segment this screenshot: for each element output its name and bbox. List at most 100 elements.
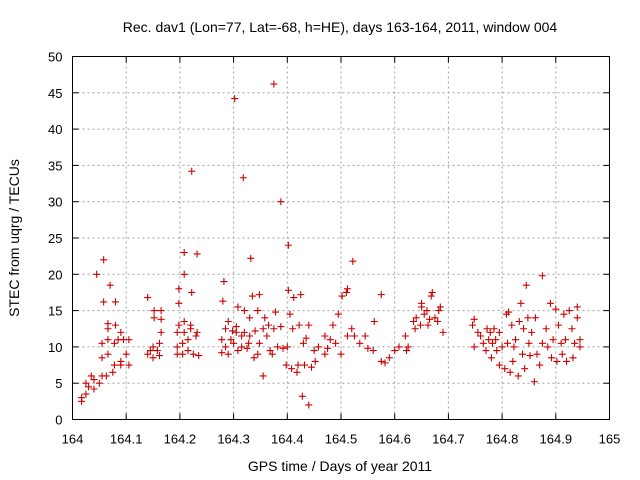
data-point [495, 361, 503, 369]
data-point [299, 339, 307, 347]
data-point [144, 294, 152, 302]
data-point [416, 321, 424, 329]
data-point [227, 336, 235, 344]
data-point [391, 347, 399, 355]
data-point [179, 339, 187, 347]
data-point [526, 352, 534, 360]
data-point [231, 95, 239, 103]
data-point [218, 349, 226, 357]
y-tick-label: 20 [48, 267, 62, 282]
data-point [175, 285, 183, 293]
data-point [224, 350, 232, 358]
data-point [310, 347, 318, 355]
data-point [95, 379, 103, 387]
data-point [302, 334, 310, 342]
x-tick-label: 164 [62, 432, 84, 447]
data-point [229, 327, 237, 335]
data-point [321, 350, 329, 358]
data-point [175, 299, 183, 307]
data-point [149, 343, 157, 351]
data-point [157, 328, 165, 336]
data-point [189, 350, 197, 358]
data-point [188, 167, 196, 175]
data-point [247, 254, 255, 262]
data-point [155, 352, 163, 360]
data-point [173, 328, 181, 336]
data-point [420, 310, 428, 318]
data-point [125, 336, 133, 344]
data-point [104, 350, 112, 358]
data-point [104, 320, 112, 328]
data-point [411, 325, 419, 333]
data-point [377, 291, 385, 299]
data-point [288, 365, 296, 373]
data-point [149, 354, 157, 362]
data-point [157, 307, 165, 315]
data-point [576, 336, 584, 344]
y-tick-label: 35 [48, 158, 62, 173]
data-point [427, 292, 435, 300]
x-tick-label: 165 [599, 432, 621, 447]
data-point [560, 310, 568, 318]
data-point [533, 350, 541, 358]
data-point [290, 294, 298, 302]
data-point [271, 308, 279, 316]
data-point [125, 361, 133, 369]
data-point [435, 307, 443, 315]
data-point [519, 350, 527, 358]
data-point [157, 315, 165, 323]
data-point [277, 323, 285, 331]
data-point [364, 344, 372, 352]
data-point [401, 332, 409, 340]
x-tick-label: 164.4 [271, 432, 304, 447]
data-point [426, 315, 434, 323]
data-point [428, 288, 436, 296]
data-point [180, 317, 188, 325]
axis-ticks [72, 56, 610, 420]
data-point [314, 343, 322, 351]
x-tick-label: 164.3 [217, 432, 250, 447]
data-point [248, 292, 256, 300]
data-point [474, 328, 482, 336]
data-point [122, 350, 130, 358]
x-axis-label: GPS time / Days of year 2011 [248, 458, 432, 474]
y-tick-label: 5 [55, 376, 62, 391]
data-point [240, 307, 248, 315]
data-point [255, 291, 263, 299]
data-point [514, 372, 522, 380]
data-point [404, 343, 412, 351]
data-point [106, 281, 114, 289]
data-point [509, 357, 517, 365]
data-point [146, 347, 154, 355]
data-point [332, 339, 340, 347]
data-point [90, 376, 98, 384]
data-point [254, 307, 262, 315]
data-point [193, 328, 201, 336]
data-point [150, 314, 158, 322]
data-point [270, 325, 278, 333]
data-point [111, 298, 119, 306]
data-point [409, 317, 417, 325]
data-point [82, 379, 90, 387]
x-tick-label: 164.8 [486, 432, 519, 447]
data-point [98, 339, 106, 347]
data-point [297, 291, 305, 299]
y-tick-labels: 0 5 10 15 20 25 30 35 40 45 50 [48, 50, 62, 428]
data-point [246, 314, 254, 322]
data-point [188, 288, 196, 296]
data-point [193, 250, 201, 258]
data-point [488, 339, 496, 347]
data-point [321, 332, 329, 340]
data-point [434, 317, 442, 325]
data-point [385, 354, 393, 362]
data-point [238, 343, 246, 351]
data-point [356, 339, 364, 347]
data-point [576, 343, 584, 351]
data-point [305, 401, 313, 409]
data-point [283, 343, 291, 351]
data-point [111, 321, 119, 329]
y-axis-label: STEC from uqrg / TECUs [6, 159, 22, 317]
y-tick-label: 10 [48, 340, 62, 355]
data-point [295, 321, 303, 329]
data-point [192, 332, 200, 340]
